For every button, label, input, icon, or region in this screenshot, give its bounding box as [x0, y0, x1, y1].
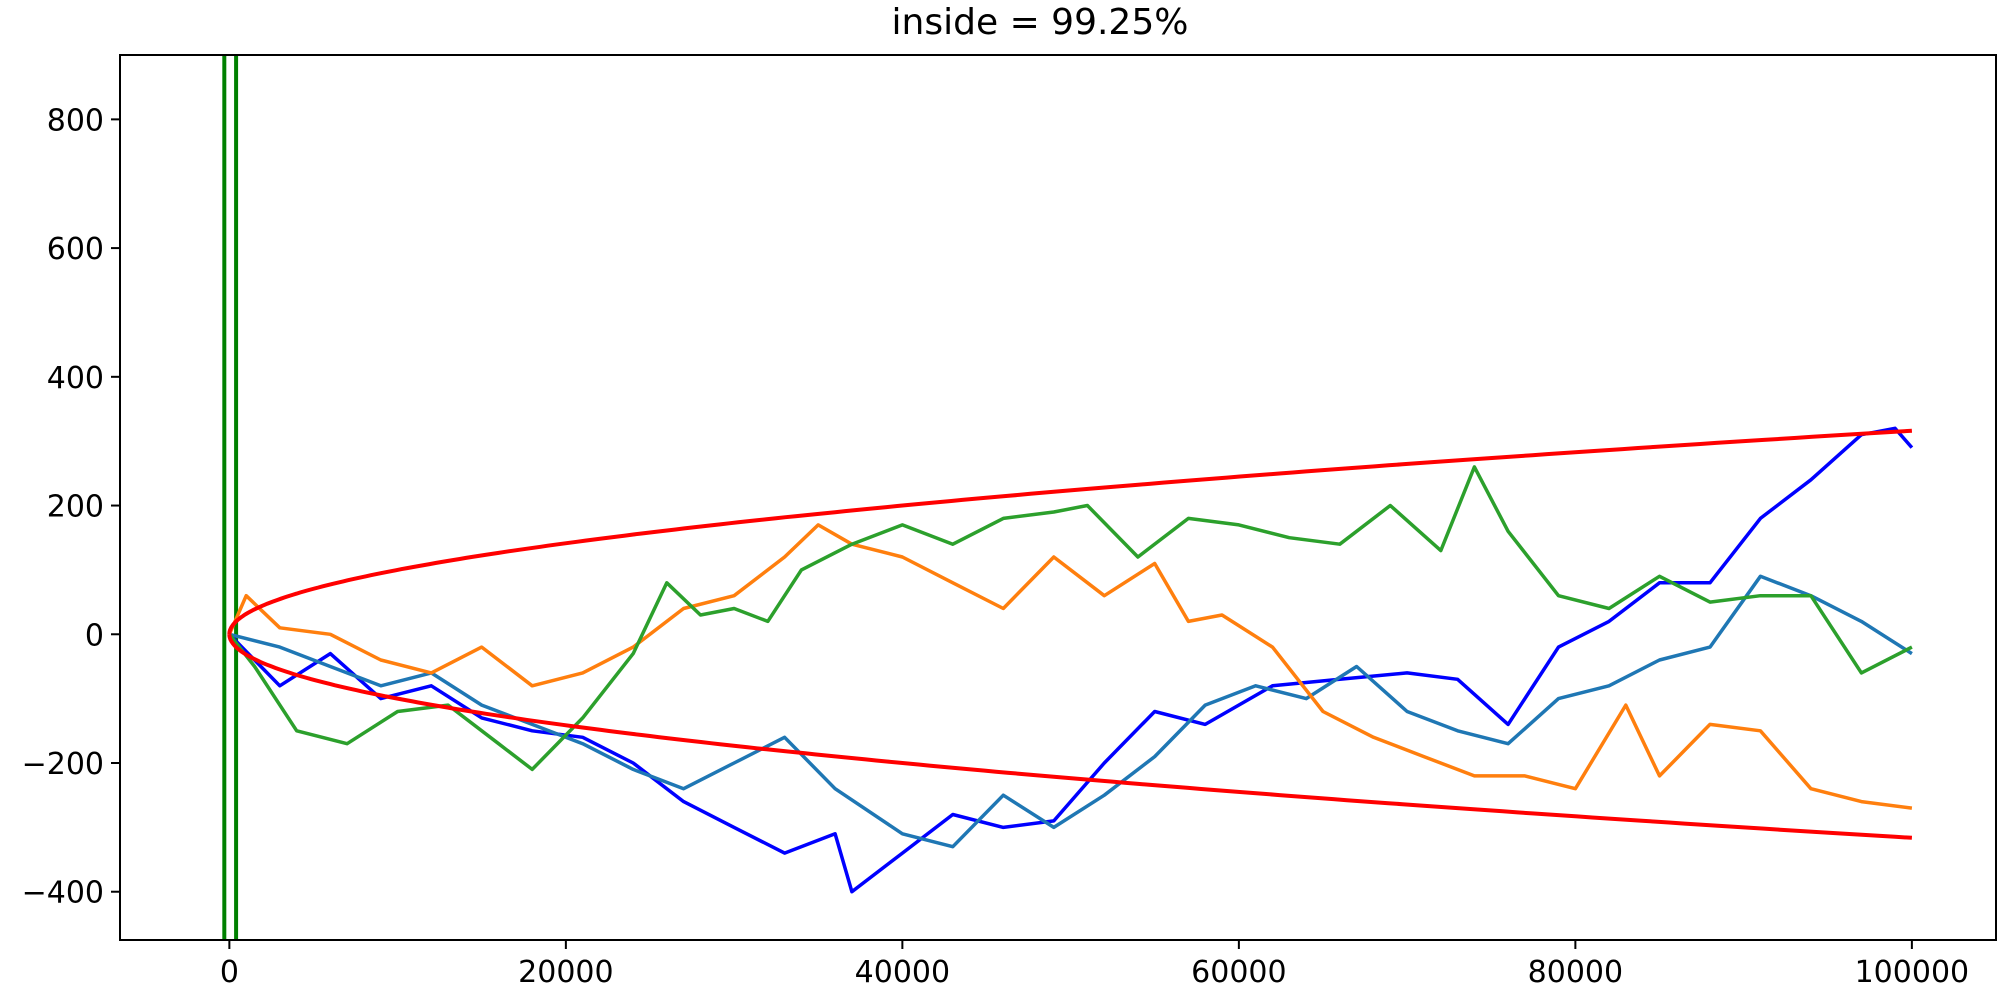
x-tick-label: 60000 [1191, 955, 1286, 990]
y-tick-label: 800 [47, 103, 104, 138]
series-line-1 [228, 574, 1913, 849]
x-tick-label: 100000 [1855, 955, 1970, 990]
plot-area [222, 55, 1914, 940]
y-tick-label: −400 [22, 876, 104, 911]
x-tick-label: 20000 [518, 955, 613, 990]
axes: 0 20000 40000 60000 80000 100000 −400 −200 0 200 4… [22, 54, 1997, 990]
series-line-0 [228, 426, 1914, 894]
series-line-2 [227, 523, 1913, 810]
axes-frame [119, 54, 1997, 941]
series-line-3 [228, 465, 1913, 772]
envelope-upper-line [227, 428, 1913, 635]
envelope-lower-line [227, 634, 1913, 840]
plot-clip-group [222, 55, 1914, 940]
y-tick-label: 200 [47, 490, 104, 525]
y-tick-label: 400 [47, 361, 104, 396]
y-tick-label: −200 [22, 747, 104, 782]
chart-title: inside = 99.25% [892, 2, 1189, 43]
x-tick-label: 0 [220, 955, 239, 990]
x-tick-label: 80000 [1528, 955, 1623, 990]
y-tick-label: 600 [47, 232, 104, 267]
x-tick-label: 40000 [855, 955, 950, 990]
y-tick-label: 0 [85, 618, 104, 653]
